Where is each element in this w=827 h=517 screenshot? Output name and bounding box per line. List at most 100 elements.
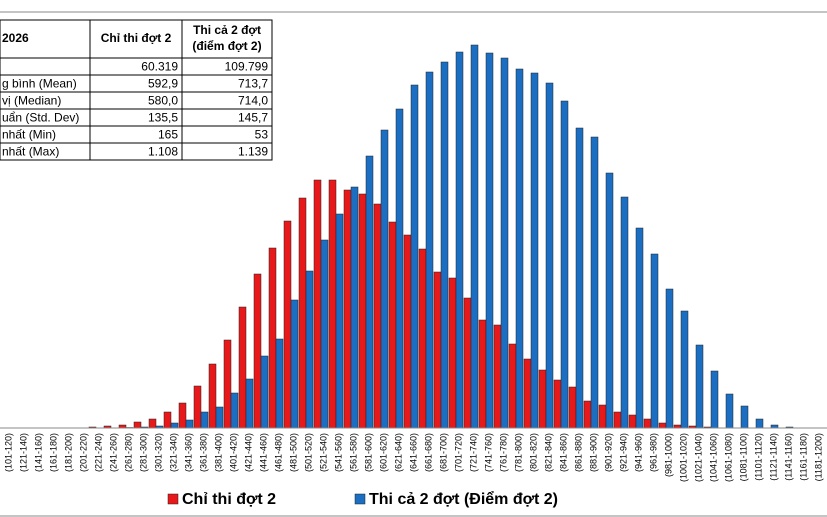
bar bbox=[463, 297, 472, 429]
x-tick-label: (481-500) bbox=[288, 433, 298, 472]
x-tick-label: (961-980) bbox=[648, 433, 658, 472]
x-tick-label: (881-900) bbox=[588, 433, 598, 472]
bar bbox=[223, 339, 232, 429]
bar bbox=[455, 51, 464, 429]
x-tick-label: (341-360) bbox=[183, 433, 193, 472]
x-tick-label: (561-580) bbox=[348, 433, 358, 472]
bar bbox=[553, 379, 562, 429]
legend: Chỉ thi đợt 2 Thi cả 2 đợt (Điểm đợt 2) bbox=[167, 490, 558, 508]
x-tick-label: (281-300) bbox=[138, 433, 148, 472]
x-tick-label: (381-400) bbox=[213, 433, 223, 472]
bar bbox=[658, 422, 667, 429]
x-tick-label: (821-840) bbox=[543, 433, 553, 472]
table-cell: 60.319 bbox=[141, 60, 178, 74]
bar bbox=[493, 324, 502, 429]
bar bbox=[425, 71, 434, 429]
bar bbox=[598, 404, 607, 429]
x-tick-label: (661-680) bbox=[423, 433, 433, 472]
bar bbox=[635, 227, 644, 429]
x-tick-label: (1081-1100) bbox=[738, 433, 748, 481]
x-tick-label: (641-660) bbox=[408, 433, 418, 472]
table-cell: 135,5 bbox=[148, 111, 178, 125]
x-tick-label: (621-640) bbox=[393, 433, 403, 472]
table-cell: 109.799 bbox=[225, 60, 269, 74]
bar bbox=[500, 57, 509, 429]
x-tick-label: (1001-1020) bbox=[678, 433, 688, 482]
x-tick-label: (401-420) bbox=[228, 433, 238, 472]
bar bbox=[545, 82, 554, 429]
bar bbox=[365, 155, 374, 429]
bar bbox=[575, 127, 584, 429]
x-tick-label: (921-940) bbox=[618, 433, 628, 472]
table-header: (điểm đợt 2) bbox=[192, 39, 261, 53]
x-tick-label: (581-600) bbox=[363, 433, 373, 472]
bar bbox=[380, 129, 389, 429]
bar bbox=[410, 84, 419, 429]
table-header: 2026 bbox=[2, 31, 29, 45]
table-header: Chỉ thi đợt 2 bbox=[101, 31, 172, 45]
bar bbox=[185, 419, 194, 429]
table-cell: 580,0 bbox=[148, 94, 178, 108]
x-tick-label: (301-320) bbox=[153, 433, 163, 472]
bar bbox=[613, 411, 622, 429]
x-tick-label: (101-120) bbox=[3, 433, 13, 472]
table-cell: nhất (Max) bbox=[2, 145, 59, 159]
bar bbox=[485, 52, 494, 429]
x-tick-label: (241-260) bbox=[108, 433, 118, 472]
bar bbox=[163, 411, 172, 429]
table-bg bbox=[0, 19, 273, 161]
x-tick-label: (941-960) bbox=[633, 433, 643, 472]
x-tick-label: (801-820) bbox=[528, 433, 538, 472]
bar bbox=[395, 108, 404, 429]
bar bbox=[643, 418, 652, 429]
x-tick-label: (501-520) bbox=[303, 433, 313, 472]
bar bbox=[530, 72, 539, 429]
bar bbox=[403, 234, 412, 429]
x-tick-label: (361-380) bbox=[198, 433, 208, 472]
x-tick-label: (1041-1060) bbox=[708, 433, 718, 482]
bar bbox=[418, 248, 427, 429]
bar bbox=[448, 277, 457, 429]
bar bbox=[538, 369, 547, 429]
x-tick-label: (1101-1120) bbox=[753, 433, 763, 481]
bar bbox=[665, 288, 674, 429]
bar bbox=[605, 172, 614, 429]
bar bbox=[740, 405, 749, 429]
bar bbox=[133, 421, 142, 429]
table-cell: uẩn (Std. Dev) bbox=[2, 111, 79, 125]
bar bbox=[260, 355, 269, 429]
bar bbox=[680, 310, 689, 429]
x-tick-label: (901-920) bbox=[603, 433, 613, 472]
x-tick-label: (421-440) bbox=[243, 433, 253, 472]
bar bbox=[725, 393, 734, 429]
table-cell: vị (Median) bbox=[2, 94, 61, 108]
x-tick-label: (841-860) bbox=[558, 433, 568, 472]
legend-swatch bbox=[167, 493, 179, 505]
bar bbox=[253, 273, 262, 429]
x-tick-label: (1161-1180) bbox=[798, 433, 808, 481]
x-tick-label: (201-220) bbox=[78, 433, 88, 472]
x-tick-label: (321-340) bbox=[168, 433, 178, 472]
bar bbox=[358, 193, 367, 429]
x-tick-label: (1141-1160) bbox=[783, 433, 793, 481]
bar bbox=[208, 363, 217, 429]
x-tick-label: (1061-1080) bbox=[723, 433, 733, 482]
table-cell: 145,7 bbox=[238, 111, 268, 125]
x-tick-label: (781-800) bbox=[513, 433, 523, 472]
bar bbox=[755, 418, 764, 429]
legend-label: Chỉ thi đợt 2 bbox=[182, 491, 276, 508]
x-tick-label: (761-780) bbox=[498, 433, 508, 472]
bar bbox=[628, 414, 637, 429]
bar bbox=[350, 186, 359, 429]
x-tick-label: (461-480) bbox=[273, 433, 283, 472]
bar bbox=[440, 61, 449, 429]
x-tick-label: (721-740) bbox=[468, 433, 478, 472]
x-tick-label: (681-700) bbox=[438, 433, 448, 472]
bar bbox=[470, 44, 479, 429]
x-tick-label: (181-200) bbox=[63, 433, 73, 472]
table-header: Thi cả 2 đợt bbox=[193, 23, 261, 37]
bar bbox=[290, 299, 299, 429]
bar bbox=[478, 319, 487, 429]
x-tick-label: (521-540) bbox=[318, 433, 328, 472]
bar bbox=[200, 411, 209, 429]
